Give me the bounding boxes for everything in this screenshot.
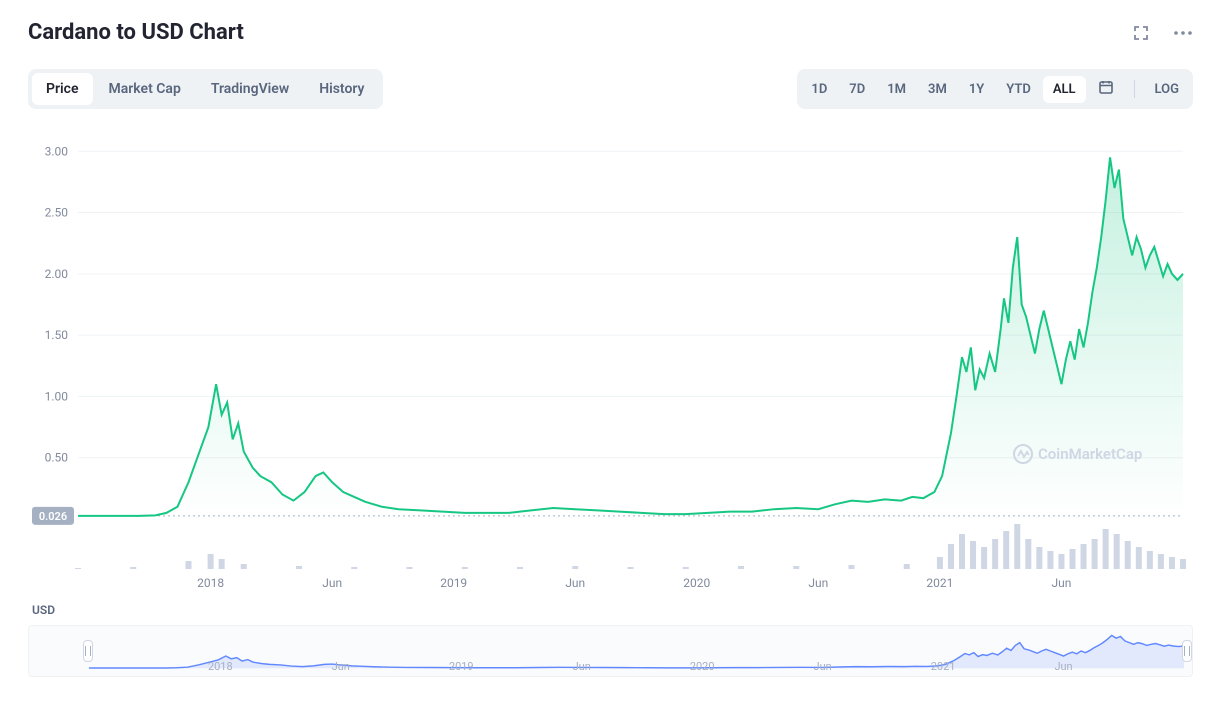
svg-text:2019: 2019 xyxy=(449,660,474,673)
chart-controls: PriceMarket CapTradingViewHistory 1D7D1M… xyxy=(28,69,1193,109)
fullscreen-icon[interactable] xyxy=(1133,25,1149,41)
range-3m[interactable]: 3M xyxy=(918,76,957,103)
svg-text:2021: 2021 xyxy=(931,660,956,673)
svg-text:Jun: Jun xyxy=(1052,576,1072,590)
svg-text:Jun: Jun xyxy=(1054,660,1072,673)
svg-text:1.00: 1.00 xyxy=(45,389,69,403)
svg-text:Jun: Jun xyxy=(808,576,828,590)
svg-text:Jun: Jun xyxy=(814,660,832,673)
divider xyxy=(1134,80,1135,98)
nav-handle-left[interactable] xyxy=(83,640,93,662)
svg-text:2021: 2021 xyxy=(926,576,953,590)
chart-type-tabs: PriceMarket CapTradingViewHistory xyxy=(28,69,383,109)
svg-text:2019: 2019 xyxy=(440,576,467,590)
svg-text:0.50: 0.50 xyxy=(45,451,69,465)
svg-text:2.00: 2.00 xyxy=(45,267,69,281)
svg-text:2020: 2020 xyxy=(683,576,710,590)
svg-text:2020: 2020 xyxy=(690,660,715,673)
range-all[interactable]: ALL xyxy=(1043,76,1086,103)
more-icon[interactable] xyxy=(1173,31,1193,35)
svg-text:Jun: Jun xyxy=(322,576,342,590)
svg-text:2.50: 2.50 xyxy=(45,206,69,220)
svg-text:2018: 2018 xyxy=(208,660,233,673)
currency-label: USD xyxy=(32,603,1193,617)
log-toggle[interactable]: LOG xyxy=(1145,76,1189,103)
svg-text:0.026: 0.026 xyxy=(39,510,67,523)
tab-market-cap[interactable]: Market Cap xyxy=(95,73,195,105)
time-range-group: 1D7D1M3M1YYTDALL LOG xyxy=(797,69,1193,109)
range-1y[interactable]: 1Y xyxy=(959,76,994,103)
range-ytd[interactable]: YTD xyxy=(996,76,1041,103)
calendar-icon[interactable] xyxy=(1088,73,1124,105)
chart-navigator[interactable]: 2018 Jun 2019 Jun 2020 Jun 2021 Jun xyxy=(28,625,1193,677)
svg-text:Jun: Jun xyxy=(332,660,350,673)
range-1m[interactable]: 1M xyxy=(877,76,916,103)
svg-text:CoinMarketCap: CoinMarketCap xyxy=(1038,445,1142,463)
svg-text:2018: 2018 xyxy=(197,576,224,590)
header-actions xyxy=(1133,25,1193,41)
main-chart[interactable]: 0.50 1.00 1.50 2.00 2.50 3.00 0.026 2018 Jun 2019… xyxy=(28,129,1193,599)
chart-title: Cardano to USD Chart xyxy=(28,20,244,45)
range-7d[interactable]: 7D xyxy=(839,76,875,103)
svg-text:Jun: Jun xyxy=(573,660,591,673)
range-1d[interactable]: 1D xyxy=(801,76,837,103)
svg-text:3.00: 3.00 xyxy=(45,144,69,158)
svg-text:1.50: 1.50 xyxy=(45,328,69,342)
tab-price[interactable]: Price xyxy=(32,73,93,105)
tab-tradingview[interactable]: TradingView xyxy=(197,73,303,105)
chart-header: Cardano to USD Chart xyxy=(28,20,1193,45)
tab-history[interactable]: History xyxy=(305,73,378,105)
right-controls: 1D7D1M3M1YYTDALL LOG xyxy=(797,69,1193,109)
svg-text:Jun: Jun xyxy=(565,576,585,590)
nav-handle-right[interactable] xyxy=(1182,640,1192,662)
chart-wrapper: 0.50 1.00 1.50 2.00 2.50 3.00 0.026 2018 Jun 2019… xyxy=(28,129,1193,677)
